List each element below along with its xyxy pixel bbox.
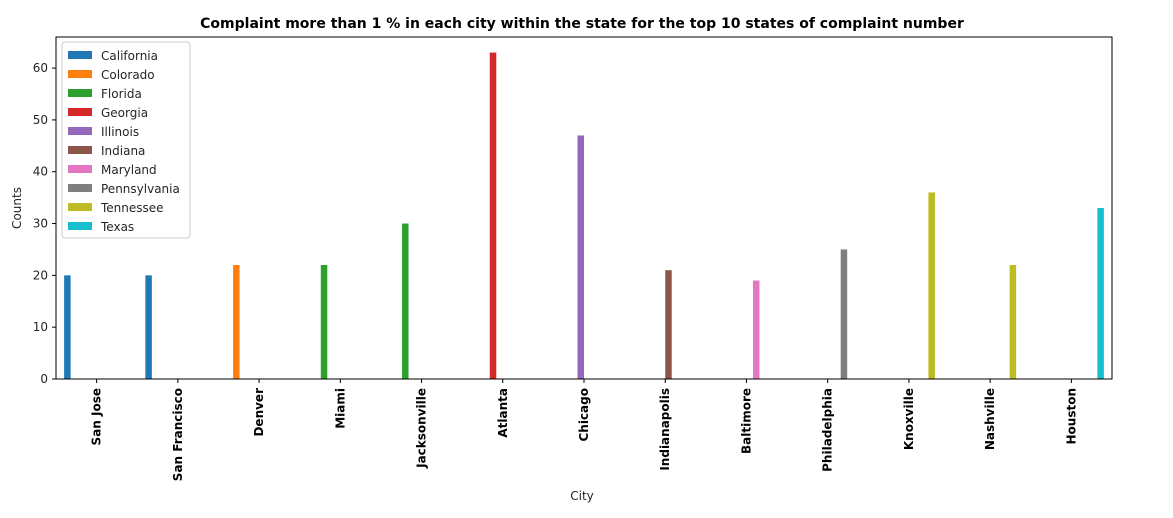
bar-florida-jacksonville [402, 223, 409, 379]
x-tick-label: Houston [1064, 388, 1078, 445]
legend-label: Florida [101, 87, 142, 101]
x-axis: San Jose San Francisco Denver Miami Jacksonv… [90, 379, 1078, 481]
y-tick-label: 60 [33, 61, 48, 75]
chart-title: Complaint more than 1 % in each city wit… [200, 16, 964, 32]
y-tick-label: 20 [33, 268, 48, 282]
bar-florida-miami [320, 265, 328, 379]
bar-colorado-denver [233, 265, 240, 379]
x-tick-label: Indianapolis [658, 388, 672, 471]
legend-swatch [68, 222, 92, 230]
bar-california-san-francisco [145, 275, 152, 379]
legend-label: Illinois [101, 125, 139, 139]
y-axis-title: Counts [10, 187, 24, 229]
legend-label: Texas [100, 220, 134, 234]
legend-swatch [68, 146, 92, 154]
y-tick-label: 0 [40, 372, 48, 386]
bar-california-san-jose [64, 275, 71, 379]
x-tick-label: San Jose [90, 388, 104, 445]
legend-swatch [68, 108, 92, 116]
x-tick-label: Baltimore [739, 388, 753, 454]
legend-label: Tennessee [100, 201, 164, 215]
bar-illinois-chicago [577, 135, 584, 379]
legend-swatch [68, 184, 92, 192]
legend-label: Maryland [101, 163, 157, 177]
legend-swatch [68, 203, 92, 211]
y-tick-label: 50 [33, 113, 48, 127]
x-tick-label: Atlanta [496, 388, 510, 438]
legend-swatch [68, 70, 92, 78]
legend-swatch [68, 127, 92, 135]
bar-pennsylvania-philadelphia [840, 249, 848, 379]
bar-georgia-atlanta [489, 52, 497, 379]
legend-label: Indiana [101, 144, 145, 158]
bar-indiana-indianapolis [665, 270, 672, 379]
bars-layer [64, 52, 1104, 379]
legend-label: Pennsylvania [101, 182, 180, 196]
legend-box [61, 41, 191, 239]
x-tick-label: Miami [333, 388, 347, 429]
y-axis: 0 10 20 30 40 50 60 [33, 61, 56, 386]
y-tick-label: 30 [33, 217, 48, 231]
bar-tennessee-knoxville [928, 192, 935, 379]
y-tick-label: 10 [33, 320, 48, 334]
legend-swatch [68, 51, 92, 59]
y-tick-label: 40 [33, 165, 48, 179]
legend-label: Georgia [101, 106, 148, 120]
bar-texas-houston [1097, 208, 1104, 379]
x-tick-label: Jacksonville [415, 388, 429, 469]
x-tick-label: San Francisco [171, 388, 185, 481]
legend: California Colorado Florida Georgia Illinois… [61, 41, 191, 239]
legend-swatch [68, 165, 92, 173]
x-tick-label: Denver [252, 388, 266, 437]
x-tick-label: Philadelphia [821, 388, 835, 472]
x-tick-label: Nashville [983, 388, 997, 450]
bar-tennessee-nashville [1009, 265, 1017, 379]
x-tick-label: Knoxville [902, 388, 916, 450]
legend-swatch [68, 89, 92, 97]
bar-maryland-baltimore [752, 280, 760, 379]
x-axis-title: City [570, 489, 594, 503]
legend-label: Colorado [101, 68, 155, 82]
x-tick-label: Chicago [577, 388, 591, 442]
legend-label: California [101, 49, 158, 63]
